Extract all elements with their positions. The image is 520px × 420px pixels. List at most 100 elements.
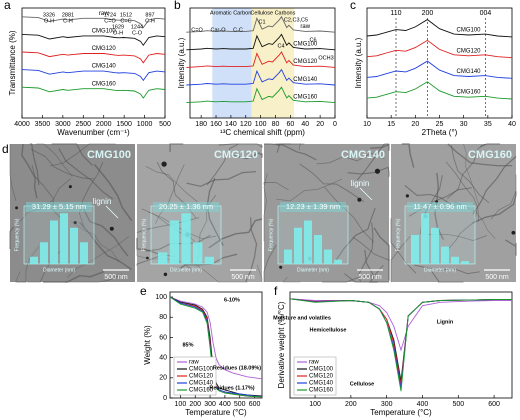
series-line — [186, 51, 336, 68]
x-tick-label: 500 — [452, 401, 464, 408]
size-label: 20.25 ± 1.36 nm — [159, 202, 213, 211]
fiber — [58, 148, 114, 200]
x-tick-label: 300 — [381, 401, 393, 408]
particle — [15, 206, 19, 210]
hist-x-label: Diameter (nm) — [43, 267, 75, 273]
hist-bar — [30, 256, 38, 264]
fiber — [79, 221, 132, 270]
particle — [374, 168, 381, 174]
annotation: Residues (1.17%) — [209, 385, 254, 391]
hist-bar — [411, 235, 419, 264]
particle — [405, 194, 409, 198]
series-label: CMG140 — [293, 77, 318, 83]
panel-letter: d — [2, 142, 9, 156]
plot-frame — [189, 7, 336, 119]
fiber — [472, 156, 517, 215]
x-tick-label: 0 — [333, 121, 337, 128]
hist-y-label: Frequency (%) — [14, 218, 20, 251]
hist-bar — [421, 213, 429, 264]
fiber — [21, 143, 38, 199]
annotation: 3326 — [43, 12, 55, 18]
fiber — [263, 173, 268, 241]
x-tick-label: 20 — [411, 121, 419, 128]
legend-label: raw — [309, 360, 319, 366]
reference-label: 110 — [390, 10, 401, 17]
annotation: C-H — [63, 18, 73, 24]
hist-x-label: Diameter (nm) — [170, 267, 202, 273]
hist-bar — [304, 220, 312, 264]
fiber — [136, 237, 159, 255]
legend-label: CMG140 — [309, 381, 334, 387]
y-tick-label: 100 — [155, 294, 167, 301]
fiber — [186, 171, 256, 187]
image-label: CMG140 — [341, 149, 385, 161]
annotation: Car-O — [211, 27, 227, 33]
series-label: CMG140 — [456, 69, 481, 75]
series-label: CMG160 — [92, 81, 117, 87]
band-label: Aromatic Carbons — [210, 10, 254, 16]
hist-bar — [461, 261, 469, 264]
series-line — [21, 16, 166, 29]
size-box — [407, 202, 473, 212]
fiber — [490, 174, 517, 220]
hist-bar — [70, 227, 78, 264]
annotation: C-H — [145, 18, 155, 24]
x-tick-label: 40 — [301, 121, 309, 128]
legend-label: raw — [189, 360, 199, 366]
size-box — [153, 202, 219, 212]
note-label: lignin — [351, 179, 370, 188]
hist-bar — [158, 252, 168, 264]
annotation: C=C — [120, 18, 131, 24]
x-tick-label: 4000 — [14, 121, 30, 128]
annotation: C=O — [104, 18, 116, 24]
image-label: CMG100 — [87, 149, 131, 161]
annotation: 6-10% — [224, 297, 240, 303]
x-tick-label: 40 — [508, 121, 516, 128]
series-line — [21, 51, 166, 64]
panel-letter: e — [140, 284, 147, 298]
x-tick-label: 500 — [159, 121, 171, 128]
hist-x-label: Diameter (nm) — [424, 267, 456, 273]
fiber — [344, 273, 389, 283]
fiber — [218, 143, 263, 148]
x-tick-label: 3000 — [55, 121, 71, 128]
fiber — [401, 143, 415, 168]
annotation: 1244 — [131, 24, 143, 30]
particle — [163, 272, 168, 277]
y-axis-label: Weight (%) — [143, 325, 152, 365]
image-label: CMG160 — [468, 149, 512, 161]
fiber — [463, 143, 480, 206]
annotation: O-H — [113, 30, 123, 36]
annotation: C-O — [132, 30, 143, 36]
y-tick-label: 0 — [163, 395, 167, 402]
fiber — [364, 249, 378, 283]
series-label: raw — [99, 11, 109, 17]
scale-label: 500 nm — [104, 274, 128, 281]
series-label: CMG120 — [456, 48, 481, 54]
legend-label: CMG120 — [189, 374, 214, 380]
particle — [73, 221, 77, 225]
x-tick-label: 200 — [189, 401, 201, 408]
particle — [279, 265, 283, 269]
hist-x-label: Diameter (nm) — [297, 267, 329, 273]
hist-bar — [451, 256, 459, 264]
plot-frame — [289, 291, 513, 399]
x-axis-label: Temperature (°C) — [370, 408, 432, 417]
y-axis-label: Transmittance (%) — [8, 30, 17, 95]
fiber — [50, 143, 116, 167]
x-tick-label: 500 — [234, 401, 246, 408]
size-box — [26, 202, 92, 212]
hist-bar — [40, 242, 48, 264]
x-tick-label: 10 — [363, 121, 371, 128]
hist-bar — [334, 259, 342, 264]
legend-label: CMG100 — [189, 367, 214, 373]
fiber — [82, 208, 129, 257]
particle — [435, 200, 439, 203]
fiber — [93, 163, 133, 222]
fiber — [20, 178, 71, 222]
annotation: 1512 — [120, 12, 132, 18]
x-axis-label: Wavenumber (cm⁻¹) — [57, 128, 130, 137]
x-tick-label: 1500 — [116, 121, 132, 128]
annotation: Lignin — [437, 319, 454, 325]
